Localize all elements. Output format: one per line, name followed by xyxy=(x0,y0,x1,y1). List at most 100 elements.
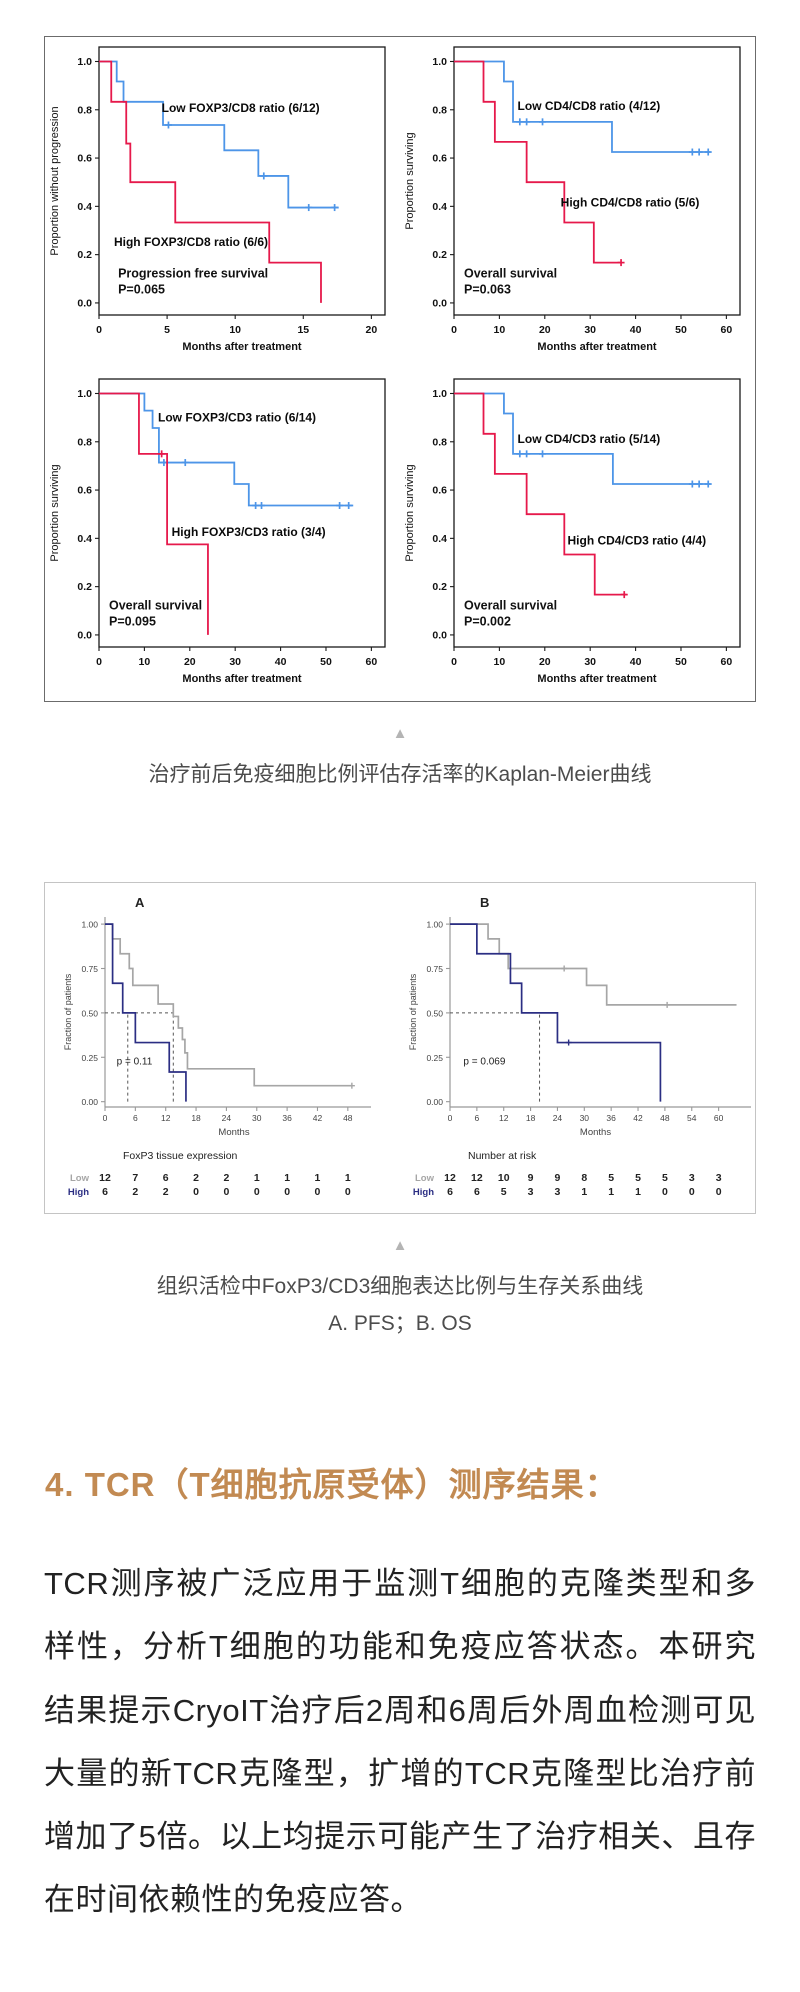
svg-text:0: 0 xyxy=(96,324,102,336)
svg-text:0: 0 xyxy=(451,324,457,336)
svg-text:p = 0.069: p = 0.069 xyxy=(463,1056,505,1067)
svg-text:36: 36 xyxy=(282,1113,292,1123)
section-heading: 4. TCR（T细胞抗原受体）测序结果： xyxy=(45,1466,619,1504)
svg-text:30: 30 xyxy=(252,1113,262,1123)
svg-text:0.6: 0.6 xyxy=(77,485,92,497)
km-plot-pfs-foxp3-tissue: A0.000.250.500.751.000 6 12 18 24 30 36 42 48Mon… xyxy=(63,895,371,1198)
svg-text:High FOXP3/CD8 ratio (6/6): High FOXP3/CD8 ratio (6/6) xyxy=(114,235,268,249)
svg-text:0.8: 0.8 xyxy=(77,104,92,116)
svg-text:Low CD4/CD8 ratio (4/12): Low CD4/CD8 ratio (4/12) xyxy=(518,99,661,113)
figure2-caption-line1: 组织活检中FoxP3/CD3细胞表达比例与生存关系曲线 xyxy=(156,1274,644,1298)
svg-text:0: 0 xyxy=(448,1113,453,1123)
svg-text:1: 1 xyxy=(608,1186,614,1198)
svg-text:50: 50 xyxy=(675,656,687,668)
svg-text:Proportion surviving: Proportion surviving xyxy=(404,464,416,561)
svg-text:1: 1 xyxy=(254,1172,260,1184)
svg-text:36: 36 xyxy=(606,1113,616,1123)
svg-text:0: 0 xyxy=(689,1186,695,1198)
svg-text:12: 12 xyxy=(471,1172,483,1184)
svg-text:Proportion surviving: Proportion surviving xyxy=(404,132,416,229)
svg-text:3: 3 xyxy=(689,1172,695,1184)
svg-text:6: 6 xyxy=(133,1113,138,1123)
svg-text:A: A xyxy=(135,895,145,910)
svg-text:0.8: 0.8 xyxy=(432,436,447,448)
svg-text:30: 30 xyxy=(229,656,241,668)
svg-text:Proportion without progression: Proportion without progression xyxy=(49,106,61,255)
svg-text:12: 12 xyxy=(161,1113,171,1123)
svg-text:3: 3 xyxy=(555,1186,561,1198)
svg-text:50: 50 xyxy=(320,656,332,668)
svg-text:0.0: 0.0 xyxy=(77,629,92,641)
svg-text:0.6: 0.6 xyxy=(77,153,92,165)
svg-text:30: 30 xyxy=(580,1113,590,1123)
svg-text:0: 0 xyxy=(96,656,102,668)
svg-text:Fraction of patients: Fraction of patients xyxy=(63,973,73,1050)
svg-text:0.2: 0.2 xyxy=(77,249,92,261)
svg-text:P=0.002: P=0.002 xyxy=(464,615,511,629)
svg-text:2: 2 xyxy=(132,1186,138,1198)
svg-text:0.4: 0.4 xyxy=(77,533,92,545)
svg-text:60: 60 xyxy=(721,656,733,668)
svg-text:20: 20 xyxy=(539,656,551,668)
svg-text:Months: Months xyxy=(218,1127,249,1138)
svg-text:0.00: 0.00 xyxy=(81,1097,98,1107)
svg-text:10: 10 xyxy=(229,324,241,336)
svg-text:7: 7 xyxy=(132,1172,138,1184)
svg-text:8: 8 xyxy=(581,1172,587,1184)
svg-text:2: 2 xyxy=(193,1172,199,1184)
km-plot-os-cd4-cd3: 0.0 0.2 0.4 0.6 0.8 1.0 0 10 20 30 40 50 60 Months af… xyxy=(404,378,741,685)
svg-text:10: 10 xyxy=(498,1172,510,1184)
section-body-text: TCR测序被广泛应用于监测T细胞的克隆类型和多样性，分析T细胞的功能和免疫应答状… xyxy=(44,1566,756,1918)
svg-text:0.0: 0.0 xyxy=(432,297,447,309)
svg-text:0.8: 0.8 xyxy=(77,436,92,448)
svg-text:50: 50 xyxy=(675,324,687,336)
svg-text:1: 1 xyxy=(345,1172,351,1184)
svg-text:Low FOXP3/CD8 ratio (6/12): Low FOXP3/CD8 ratio (6/12) xyxy=(162,101,320,115)
svg-text:18: 18 xyxy=(526,1113,536,1123)
svg-text:60: 60 xyxy=(714,1113,724,1123)
svg-text:1.0: 1.0 xyxy=(432,388,447,400)
svg-text:0.2: 0.2 xyxy=(432,249,447,261)
svg-text:30: 30 xyxy=(584,324,596,336)
svg-text:Low: Low xyxy=(415,1173,435,1184)
svg-text:1: 1 xyxy=(284,1172,290,1184)
figure-foxp3-survival: A 0.00 0.25 0.50 0.75 1.00 0 6 12 18 24 30 36 42 48 Mon… xyxy=(44,881,756,1214)
svg-text:0.8: 0.8 xyxy=(432,104,447,116)
svg-text:40: 40 xyxy=(275,656,287,668)
svg-text:0: 0 xyxy=(223,1186,229,1198)
svg-text:5: 5 xyxy=(501,1186,507,1198)
km-plot-os-foxp3-cd3: 0.0 0.2 0.4 0.6 0.8 1.0 0 10 20 30 40 50 60 Months af… xyxy=(49,378,386,685)
svg-text:Proportion surviving: Proportion surviving xyxy=(49,464,61,561)
svg-text:3: 3 xyxy=(716,1172,722,1184)
svg-text:0.0: 0.0 xyxy=(432,629,447,641)
svg-text:48: 48 xyxy=(660,1113,670,1123)
km-plot-os-foxp3-tissue: B0.000.250.500.751.000 6 12 18 24 30 36 42 48 54 6… xyxy=(408,895,751,1198)
svg-text:3: 3 xyxy=(528,1186,534,1198)
svg-text:Overall survival: Overall survival xyxy=(464,267,557,281)
svg-text:15: 15 xyxy=(297,324,309,336)
figure2-wrap: A 0.00 0.25 0.50 0.75 1.00 0 6 12 18 24 30 36 42 48 Mon… xyxy=(0,881,800,1214)
svg-text:Low: Low xyxy=(70,1173,90,1184)
svg-text:6: 6 xyxy=(163,1172,169,1184)
svg-text:20: 20 xyxy=(366,324,378,336)
svg-text:20: 20 xyxy=(539,324,551,336)
svg-text:5: 5 xyxy=(662,1172,668,1184)
svg-text:Months after treatment: Months after treatment xyxy=(182,673,302,685)
svg-text:48: 48 xyxy=(343,1113,353,1123)
svg-text:60: 60 xyxy=(721,324,733,336)
svg-text:0: 0 xyxy=(345,1186,351,1198)
svg-text:0.50: 0.50 xyxy=(81,1008,98,1018)
svg-text:0.25: 0.25 xyxy=(81,1053,98,1063)
svg-text:0.75: 0.75 xyxy=(81,964,98,974)
svg-text:0.25: 0.25 xyxy=(426,1053,443,1063)
svg-text:5: 5 xyxy=(608,1172,614,1184)
km-plot-os-cd4-cd8: 0.0 0.2 0.4 0.6 0.8 1.0 0 10 20 30 40 50 60 Months af… xyxy=(404,46,741,353)
svg-text:Low CD4/CD3 ratio (5/14): Low CD4/CD3 ratio (5/14) xyxy=(518,432,661,446)
svg-text:0.4: 0.4 xyxy=(432,533,447,545)
svg-text:High: High xyxy=(68,1187,89,1198)
svg-text:1.00: 1.00 xyxy=(426,919,443,929)
svg-text:0: 0 xyxy=(103,1113,108,1123)
svg-text:0: 0 xyxy=(662,1186,668,1198)
svg-text:40: 40 xyxy=(630,656,642,668)
svg-text:2: 2 xyxy=(223,1172,229,1184)
